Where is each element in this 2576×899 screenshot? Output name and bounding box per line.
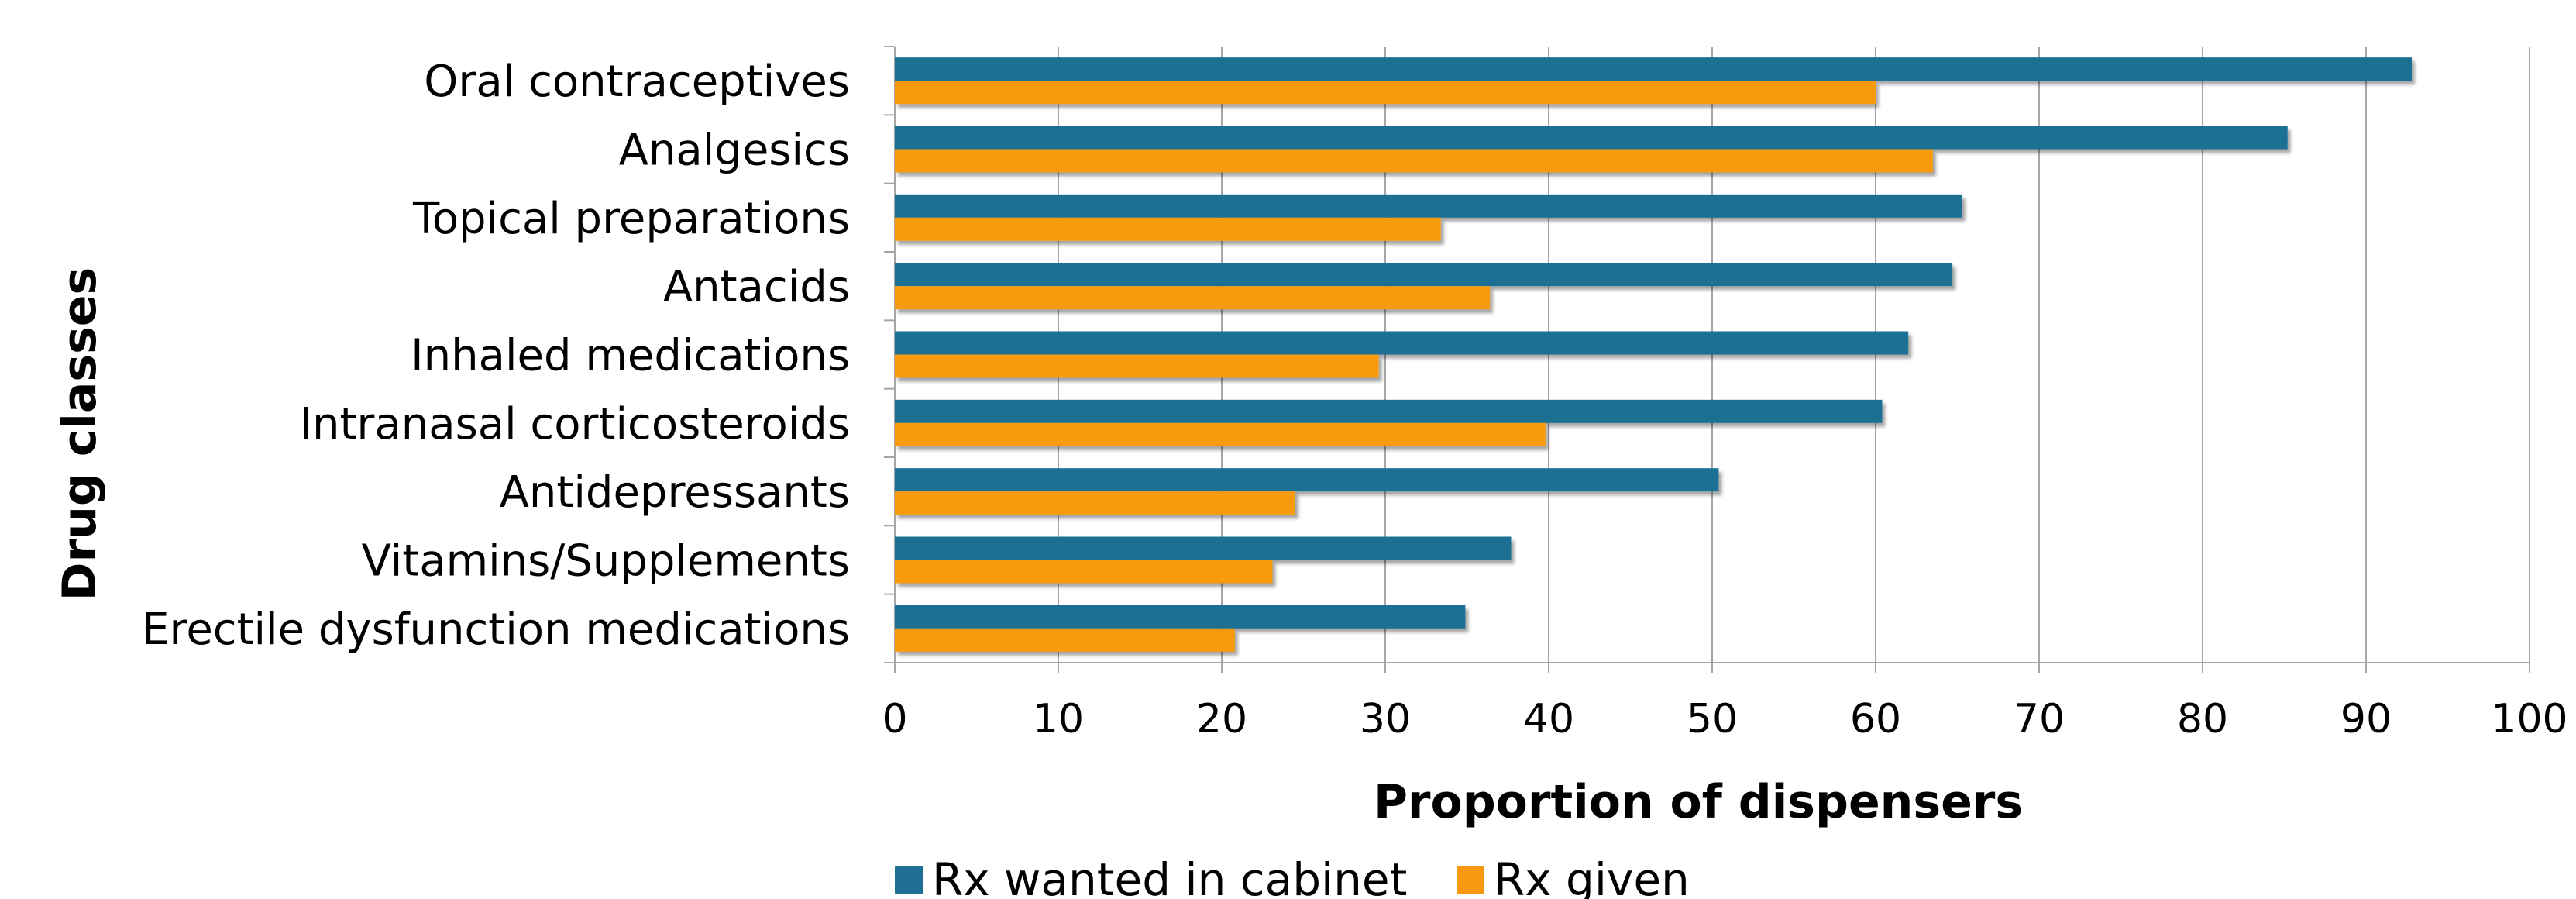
x-tick-label: 60	[1850, 696, 1901, 742]
bar-rx-given	[895, 149, 1933, 173]
x-tick-label: 50	[1687, 696, 1738, 742]
bar-rx-given	[895, 286, 1491, 310]
bar-rx-wanted	[895, 57, 2413, 81]
bar-rx-wanted	[895, 126, 2288, 150]
bar-rx-wanted	[895, 263, 1953, 287]
labels: 0 10 20 30 40 50 60 70 80 90 100 Oral contraceptive…	[142, 57, 2567, 742]
legend-label: Rx wanted in cabinet	[932, 853, 1407, 899]
category-label: Intranasal corticosteroids	[299, 399, 850, 450]
x-axis-title: Proportion of dispensers	[1374, 775, 2023, 829]
bar-rx-given	[895, 217, 1441, 241]
bar-rx-given	[895, 491, 1295, 515]
bar-rx-wanted	[895, 468, 1719, 492]
category-label: Topical preparations	[412, 194, 850, 244]
x-tick-label: 70	[2014, 696, 2065, 742]
x-tick-label: 40	[1523, 696, 1574, 742]
x-tick-label: 20	[1196, 696, 1247, 742]
category-label: Vitamins/Supplements	[362, 536, 850, 587]
bar-rx-wanted	[895, 399, 1883, 423]
category-label: Antacids	[663, 262, 850, 312]
x-tick-label: 0	[882, 696, 907, 742]
bar-rx-given	[895, 422, 1546, 446]
x-tick-label: 30	[1360, 696, 1411, 742]
category-label: Erectile dysfunction medications	[142, 604, 850, 655]
legend-swatch	[895, 866, 923, 894]
bar-rx-given	[895, 560, 1273, 584]
bar-rx-given	[895, 628, 1235, 652]
bar-rx-wanted	[895, 331, 1909, 355]
legend-label: Rx given	[1494, 853, 1690, 899]
x-tick-label: 100	[2491, 696, 2567, 742]
legend-swatch	[1457, 866, 1484, 894]
category-label: Antidepressants	[500, 467, 850, 518]
y-axis-title: Drug classes	[53, 267, 107, 601]
category-label: Inhaled medications	[411, 331, 850, 381]
x-tick-label: 10	[1033, 696, 1084, 742]
x-tick-label: 80	[2177, 696, 2228, 742]
bar-rx-wanted	[895, 536, 1512, 560]
bar-rx-wanted	[895, 604, 1466, 629]
bars	[895, 57, 2413, 652]
category-label: Oral contraceptives	[424, 57, 850, 107]
x-tick-label: 90	[2340, 696, 2392, 742]
category-label: Analgesics	[619, 126, 850, 176]
bar-rx-given	[895, 354, 1379, 378]
bar-rx-given	[895, 81, 1876, 105]
bar-rx-wanted	[895, 194, 1962, 218]
legend: Rx wanted in cabinet Rx given	[895, 853, 1690, 899]
